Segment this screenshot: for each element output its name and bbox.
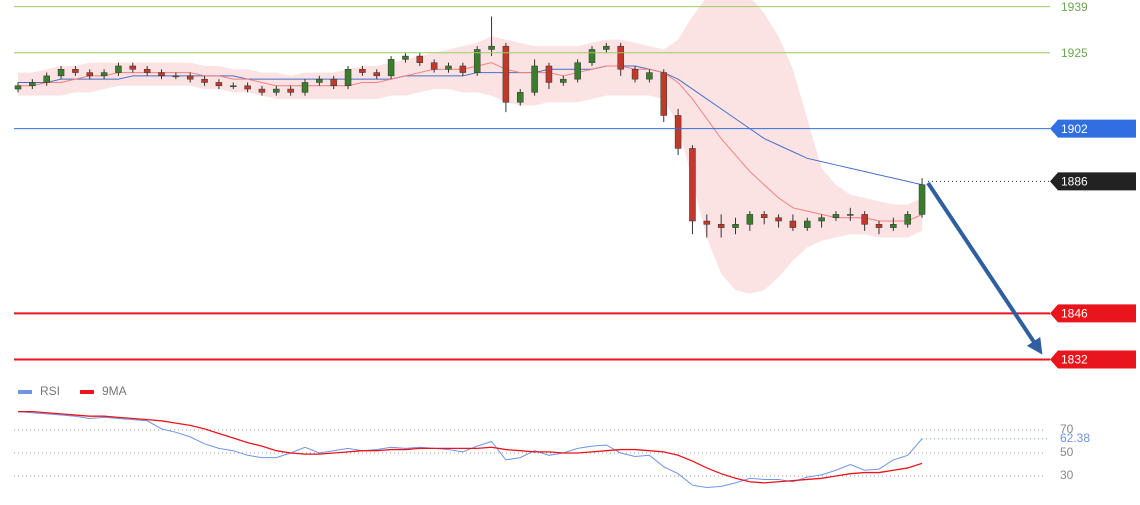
level-tag bbox=[1050, 304, 1136, 323]
level-tag bbox=[1050, 172, 1136, 191]
candle-body bbox=[287, 88, 294, 93]
candle-body bbox=[430, 62, 438, 70]
candle-body bbox=[689, 148, 696, 222]
price-panel bbox=[14, 0, 926, 294]
rsi-panel: 30 50 70 RSI 9MA 62.38 bbox=[14, 384, 1090, 489]
legend-label: 9MA bbox=[102, 384, 127, 398]
candle-body bbox=[186, 75, 194, 80]
candle-body bbox=[316, 78, 323, 83]
candle-body bbox=[359, 69, 366, 73]
candle-body bbox=[215, 82, 223, 87]
candle-body bbox=[273, 88, 280, 93]
candle-body bbox=[861, 214, 868, 225]
candle-body bbox=[258, 88, 266, 93]
candle-body bbox=[502, 45, 510, 103]
indicator-line bbox=[18, 410, 923, 484]
candle-body bbox=[57, 69, 65, 77]
level-label: 1886 bbox=[1061, 175, 1088, 189]
y-tick-label: 30 bbox=[1060, 468, 1074, 482]
moving-average bbox=[18, 65, 923, 186]
level-tag bbox=[1050, 119, 1136, 138]
candle-body bbox=[545, 65, 553, 83]
candle-body bbox=[158, 72, 165, 77]
candle-body bbox=[344, 69, 352, 87]
candle-body bbox=[588, 49, 596, 63]
candle-body bbox=[746, 214, 754, 225]
candle-body bbox=[631, 69, 639, 80]
candle-body bbox=[373, 72, 380, 77]
level-label: 1902 bbox=[1061, 122, 1088, 136]
candle-body bbox=[201, 78, 208, 83]
candle-body bbox=[760, 214, 768, 218]
candle-body bbox=[674, 115, 682, 149]
candle-body bbox=[804, 220, 811, 228]
candle-body bbox=[402, 55, 409, 60]
candle-body bbox=[574, 62, 581, 80]
candle-body bbox=[617, 45, 624, 70]
candle-body bbox=[473, 49, 481, 73]
candle-body bbox=[72, 69, 79, 73]
moving-average bbox=[18, 62, 923, 222]
candle-body bbox=[789, 220, 797, 228]
level-label: 1925 bbox=[1061, 46, 1088, 60]
candle-body bbox=[445, 65, 452, 70]
candle-body bbox=[488, 45, 495, 50]
candle-body bbox=[904, 214, 911, 225]
candle-body bbox=[918, 184, 926, 215]
level-label: 1939 bbox=[1061, 0, 1088, 14]
candle-body bbox=[301, 82, 309, 93]
candle-body bbox=[172, 75, 180, 78]
candle-body bbox=[717, 224, 725, 228]
candle-body bbox=[560, 78, 567, 83]
candle-body bbox=[847, 214, 854, 216]
candle-body bbox=[230, 85, 237, 88]
forecast-arrow bbox=[926, 181, 1043, 355]
y-tick-label: 50 bbox=[1060, 445, 1074, 459]
candle-body bbox=[703, 220, 711, 225]
candle-body bbox=[775, 217, 782, 222]
candle-body bbox=[818, 217, 825, 222]
candle-body bbox=[143, 69, 151, 73]
candle-body bbox=[29, 82, 36, 87]
candle-body bbox=[603, 45, 610, 50]
level-tag bbox=[1050, 350, 1136, 369]
levels: 1939 1925 1902 1886 1846 1832 bbox=[14, 0, 1136, 369]
level-label: 1846 bbox=[1061, 307, 1088, 321]
legend-label: RSI bbox=[40, 384, 60, 398]
candle-body bbox=[387, 59, 395, 77]
candle-body bbox=[330, 78, 337, 87]
candle-body bbox=[129, 65, 137, 70]
level-label: 1832 bbox=[1061, 353, 1088, 367]
candle-body bbox=[875, 224, 883, 228]
y-tick-label: 70 bbox=[1060, 422, 1074, 436]
candle-body bbox=[517, 92, 524, 103]
candle-body bbox=[459, 65, 467, 73]
candle-body bbox=[115, 65, 122, 73]
candle-body bbox=[660, 72, 667, 116]
candle-body bbox=[890, 224, 897, 228]
candle-body bbox=[100, 72, 108, 77]
bollinger-band bbox=[18, 0, 923, 294]
last-value-label: 62.38 bbox=[1060, 431, 1090, 445]
candle-body bbox=[832, 214, 840, 218]
candle-body bbox=[531, 65, 538, 93]
candle-body bbox=[86, 72, 93, 77]
candle-body bbox=[416, 55, 424, 63]
candle-body bbox=[14, 85, 22, 90]
candle-body bbox=[244, 85, 251, 90]
candle-body bbox=[43, 75, 50, 83]
candle-body bbox=[732, 224, 739, 228]
candle-body bbox=[646, 72, 653, 80]
